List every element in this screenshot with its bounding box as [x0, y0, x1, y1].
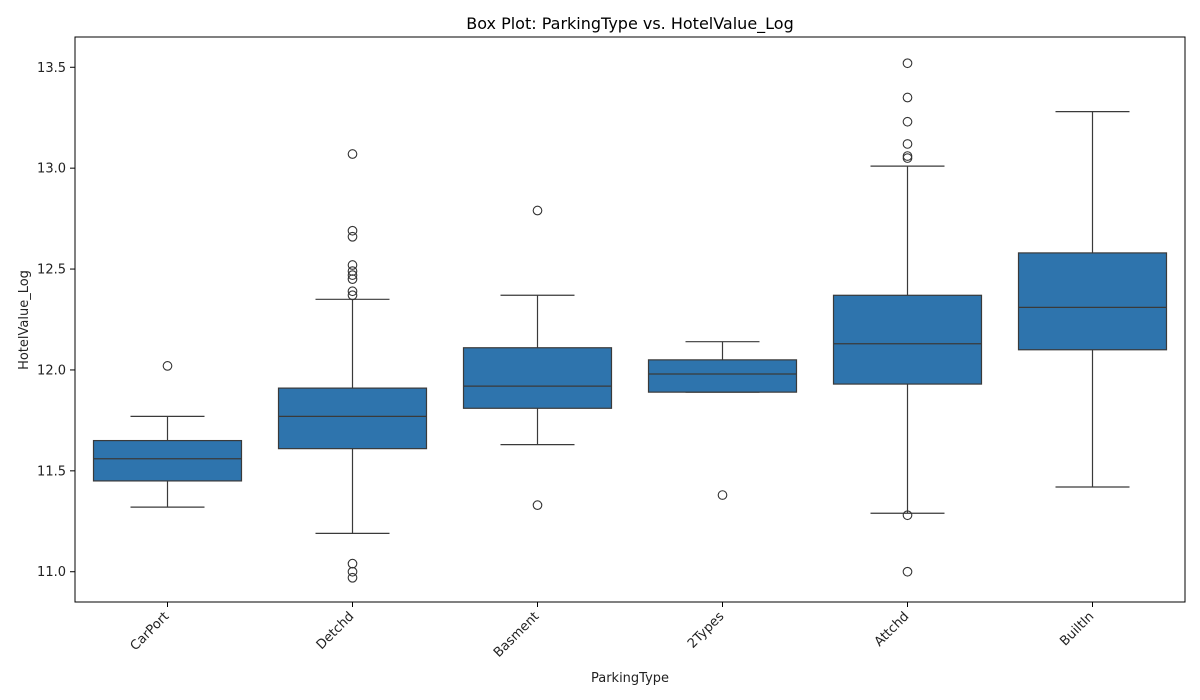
- outlier-point: [347, 558, 358, 569]
- box-basment: [462, 347, 613, 409]
- outlier-point: [347, 270, 358, 280]
- outlier-point: [902, 116, 913, 127]
- y-tick-label: 13.5: [37, 61, 66, 76]
- y-tick-label: 11.5: [37, 464, 66, 479]
- outlier-point: [532, 500, 543, 510]
- x-tick-label: Attchd: [872, 609, 913, 650]
- outlier-point: [162, 361, 173, 371]
- y-tick-label: 13.0: [37, 162, 66, 177]
- outlier-point: [532, 205, 543, 216]
- outlier-point: [347, 149, 358, 159]
- plot-area: 11.0 11.5 12.0 12.5 13.0 13.5 CarPort Detchd Bas…: [37, 36, 1186, 661]
- x-tick-label: Detchd: [314, 609, 358, 653]
- box-detchd: [277, 387, 428, 450]
- outlier-point: [902, 92, 913, 103]
- x-tick-label: 2Types: [685, 609, 728, 652]
- box-2types: [647, 359, 798, 393]
- axes-frame: [74, 36, 1186, 603]
- outlier-point: [347, 290, 358, 301]
- y-tick-label: 12.0: [37, 363, 66, 378]
- outlier-point: [902, 510, 913, 521]
- x-tick-label: CarPort: [128, 609, 173, 654]
- outlier-point: [347, 231, 358, 242]
- x-tick-label: BuiltIn: [1057, 609, 1097, 649]
- outlier-point: [347, 260, 358, 270]
- outlier-point: [717, 490, 728, 500]
- box-carport: [92, 439, 243, 482]
- y-tick-label: 12.5: [37, 263, 66, 278]
- outlier-point: [347, 566, 358, 577]
- box-builtin: [1017, 252, 1168, 351]
- outlier-point: [347, 286, 358, 297]
- outlier-point: [902, 151, 913, 161]
- chart-title: Box Plot: ParkingType vs. HotelValue_Log: [466, 14, 794, 34]
- outlier-point: [902, 58, 913, 69]
- outlier-point: [347, 225, 358, 236]
- box-attchd: [832, 294, 983, 385]
- y-axis-title: HotelValue_Log: [17, 270, 32, 370]
- outlier-point: [902, 566, 913, 577]
- x-axis-title: ParkingType: [591, 671, 669, 686]
- outlier-point: [347, 572, 358, 583]
- outlier-point: [902, 139, 913, 149]
- y-tick-label: 11.0: [37, 565, 66, 580]
- x-tick-label: Basment: [491, 609, 542, 660]
- outlier-point: [347, 266, 358, 276]
- outlier-point: [902, 153, 913, 163]
